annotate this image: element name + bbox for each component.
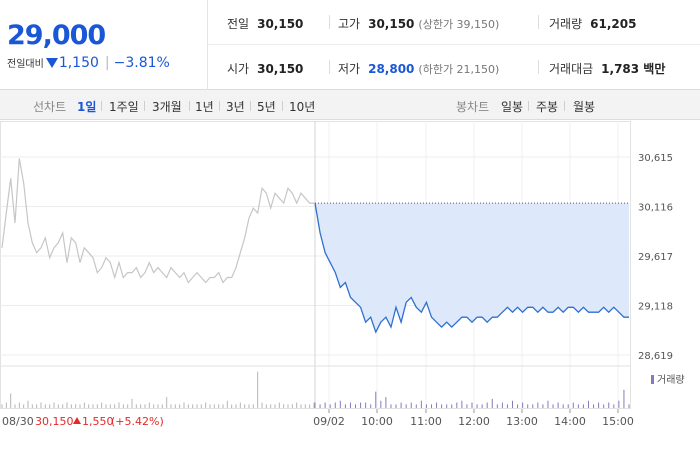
stat-label: 전일 xyxy=(227,17,250,31)
stat-label: 거래량 xyxy=(549,17,583,31)
divider xyxy=(329,60,330,74)
stat-trade-value: 거래대금 1,783 백만 xyxy=(549,60,665,77)
divider xyxy=(189,101,190,111)
x-tick-label: 12:00 xyxy=(458,415,490,428)
chart-series xyxy=(1,158,629,334)
stat-value: 30,150 xyxy=(257,17,304,31)
tab-5year[interactable]: 5년 xyxy=(257,100,276,114)
change-label: 전일대비 xyxy=(7,59,44,70)
divider xyxy=(101,101,102,111)
current-price-box: 29,000 전일대비 1,150 | −3.81% xyxy=(0,0,208,90)
tab-monthly-candle[interactable]: 월봉 xyxy=(573,100,596,114)
chart-period-tabbar: 선차트 1일 1주일 3개월 1년 3년 5년 10년 봉차트 일봉 주봉 월봉 xyxy=(0,90,700,120)
stat-label: 시가 xyxy=(227,62,250,76)
change-value: 1,150 xyxy=(58,55,99,71)
prev-change-label: 1,550 xyxy=(82,415,114,428)
x-axis: 08/30 30,150 1,550(+5.42%) 09/02 10:00 11:00 1… xyxy=(2,409,634,428)
y-tick-label: 30,116 xyxy=(638,203,673,214)
stat-value: 30,150 xyxy=(368,17,415,31)
stat-high: 고가 30,150 (상한가 39,150) xyxy=(338,15,499,32)
volume-legend-swatch xyxy=(651,375,654,384)
change-percent: −3.81% xyxy=(113,55,170,71)
stats-table: 전일 30,150 고가 30,150 (상한가 39,150) 거래량 61,205 … xyxy=(208,0,700,90)
volume-legend-label: 거래량 xyxy=(657,374,685,386)
candle-chart-label: 봉차트 xyxy=(456,100,490,114)
stat-value: 30,150 xyxy=(257,62,304,76)
stats-row-2: 시가 30,150 저가 28,800 (하한가 21,150) 거래대금 1,783 … xyxy=(208,45,700,90)
stat-low: 저가 28,800 (하한가 21,150) xyxy=(338,60,499,77)
change-divider: | xyxy=(104,55,110,71)
divider xyxy=(538,60,539,74)
prev-date-label: 08/30 xyxy=(2,415,34,428)
chart-svg: 30,615 30,116 29,617 29,118 28,619 08/30 30,1… xyxy=(0,121,685,428)
stat-volume: 거래량 61,205 xyxy=(549,15,636,32)
up-arrow-icon xyxy=(73,417,81,424)
price-summary: 29,000 전일대비 1,150 | −3.81% 전일 30,150 고가 30,15… xyxy=(0,0,700,90)
x-tick-label: 13:00 xyxy=(506,415,538,428)
stat-prev-close: 전일 30,150 xyxy=(227,15,303,32)
prev-pct-label: (+5.42%) xyxy=(111,415,164,428)
prev-close-label: 30,150 xyxy=(35,415,74,428)
stat-sub: (하한가 21,150) xyxy=(418,63,500,76)
intraday-chart[interactable]: 30,615 30,116 29,617 29,118 28,619 08/30 30,1… xyxy=(0,121,700,450)
divider xyxy=(564,101,565,111)
x-tick-label: 15:00 xyxy=(602,415,634,428)
x-tick-label: 11:00 xyxy=(410,415,442,428)
today-price-line xyxy=(314,202,629,334)
y-axis-labels: 30,615 30,116 29,617 29,118 28,619 xyxy=(638,153,673,362)
stat-label: 저가 xyxy=(338,62,361,76)
change-row: 전일대비 1,150 | −3.81% xyxy=(7,55,170,71)
stat-open: 시가 30,150 xyxy=(227,60,303,77)
x-tick-label: 10:00 xyxy=(361,415,393,428)
divider xyxy=(329,15,330,29)
prev-day-line xyxy=(1,158,314,284)
tab-1week[interactable]: 1주일 xyxy=(109,100,139,114)
divider xyxy=(538,15,539,29)
stat-sub: (상한가 39,150) xyxy=(418,18,500,31)
divider xyxy=(250,101,251,111)
tab-10year[interactable]: 10년 xyxy=(289,100,316,114)
tab-weekly-candle[interactable]: 주봉 xyxy=(536,100,559,114)
tab-daily-candle[interactable]: 일봉 xyxy=(501,100,524,114)
divider xyxy=(282,101,283,111)
volume-legend: 거래량 xyxy=(651,374,685,386)
volume-bars xyxy=(0,365,631,408)
stats-row-1: 전일 30,150 고가 30,150 (상한가 39,150) 거래량 61,205 xyxy=(208,0,700,45)
line-chart-label: 선차트 xyxy=(33,100,67,114)
stat-value: 61,205 xyxy=(590,17,637,31)
divider xyxy=(144,101,145,111)
down-arrow-icon xyxy=(45,58,58,68)
divider xyxy=(219,101,220,111)
x-tick-label: 14:00 xyxy=(554,415,586,428)
stat-label: 고가 xyxy=(338,17,361,31)
current-price: 29,000 xyxy=(7,20,106,51)
y-tick-label: 28,619 xyxy=(638,351,673,362)
y-tick-label: 29,118 xyxy=(638,302,673,313)
stat-value: 28,800 xyxy=(368,62,415,76)
tab-3month[interactable]: 3개월 xyxy=(152,100,182,114)
stat-value: 1,783 백만 xyxy=(601,62,666,76)
y-tick-label: 30,615 xyxy=(638,153,673,164)
stat-label: 거래대금 xyxy=(549,62,594,76)
today-area-fill xyxy=(315,203,629,333)
tab-3year[interactable]: 3년 xyxy=(226,100,245,114)
divider xyxy=(528,101,529,111)
tab-1year[interactable]: 1년 xyxy=(195,100,214,114)
tab-1day[interactable]: 1일 xyxy=(77,100,97,114)
x-tick-label: 09/02 xyxy=(313,415,345,428)
y-tick-label: 29,617 xyxy=(638,252,673,263)
